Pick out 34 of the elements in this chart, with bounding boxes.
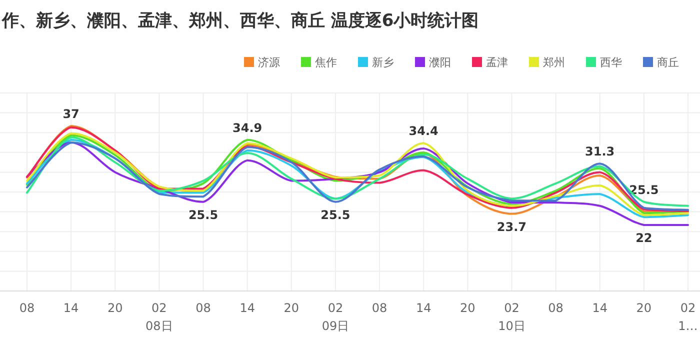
legend-label: 商丘: [657, 56, 679, 69]
chart-title: 作、新乡、濮阳、孟津、郑州、西华、商丘 温度逐6小时统计图: [1, 11, 479, 31]
x-tick-label: 08: [372, 301, 388, 315]
x-tick-label: 20: [460, 301, 476, 315]
data-label: 22: [636, 231, 652, 245]
legend-label: 焦作: [315, 56, 337, 69]
data-label: 34.9: [232, 120, 262, 135]
x-tick-label: 14: [240, 301, 255, 315]
data-label: 25.5: [629, 182, 659, 197]
x-tick-label: 02 09日: [322, 301, 350, 333]
legend-label: 郑州: [543, 56, 565, 69]
data-label: 34.4: [408, 124, 438, 138]
x-tick-label: 14: [416, 301, 432, 315]
x-tick-label: 14: [63, 301, 79, 315]
data-label: 23.7: [496, 220, 527, 234]
data-label: 25.5: [188, 208, 218, 222]
x-tick-label: 02 10日: [498, 301, 526, 333]
x-tick-label: 14: [592, 301, 608, 315]
data-label: 25.5: [320, 208, 350, 222]
x-tick-label: 02 08日: [146, 301, 173, 333]
x-tick-label: 20: [284, 301, 300, 315]
x-tick-label: 02 1…: [678, 301, 698, 333]
legend-label: 新乡: [372, 56, 394, 69]
legend-label: 济源: [258, 56, 280, 69]
data-label: 31.3: [585, 144, 615, 159]
x-tick-label: 08: [548, 301, 564, 315]
legend-label: 孟津: [486, 56, 508, 69]
x-tick-label: 20: [636, 301, 652, 315]
data-label: 37: [62, 107, 80, 121]
x-tick-label: 08: [196, 301, 211, 315]
x-tick-label: 20: [107, 301, 123, 315]
legend-label: 濮阳: [429, 56, 451, 69]
x-tick-label: 08: [19, 301, 35, 315]
legend-label: 西华: [600, 56, 622, 69]
